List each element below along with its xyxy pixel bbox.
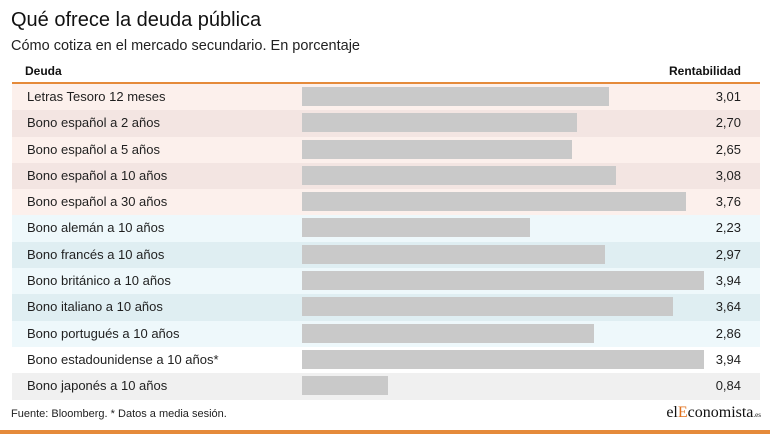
- row-label: Bono alemán a 10 años: [27, 220, 165, 236]
- bar: [302, 244, 605, 264]
- row-label: Bono español a 2 años: [27, 115, 160, 131]
- value-label: 2,65: [715, 141, 741, 157]
- header-divider: [12, 82, 760, 84]
- value-label: 2,86: [715, 325, 741, 341]
- logo-suffix: .es: [753, 411, 761, 419]
- source-note: Fuente: Bloomberg. * Datos a media sesió…: [11, 408, 227, 420]
- row-label: Bono español a 10 años: [27, 167, 168, 183]
- table-row: Bono español a 5 años 2,65: [12, 136, 760, 163]
- bar: [302, 218, 530, 238]
- table-row: Bono británico a 10 años 3,94: [12, 268, 760, 295]
- bar: [302, 113, 577, 133]
- logo-prefix: el: [666, 404, 678, 421]
- bar: [302, 271, 704, 291]
- row-label: Bono francés a 10 años: [27, 246, 165, 262]
- bar: [302, 323, 594, 343]
- chart-subtitle: Cómo cotiza en el mercado secundario. En…: [11, 38, 360, 54]
- chart-title: Qué ofrece la deuda pública: [11, 9, 262, 31]
- value-label: 2,23: [715, 220, 741, 236]
- value-label: 3,76: [715, 194, 741, 210]
- column-header-rentabilidad: Rentabilidad: [668, 64, 741, 78]
- publisher-logo: elEconomista.es: [666, 404, 761, 422]
- row-label: Bono español a 5 años: [27, 141, 160, 157]
- table-row: Bono japonés a 10 años 0,84: [12, 373, 760, 400]
- logo-accent-letter: E: [677, 404, 688, 421]
- bar: [302, 297, 673, 317]
- bar: [302, 87, 609, 106]
- table-row: Bono español a 10 años 3,08: [12, 162, 760, 190]
- table-row: Bono español a 30 años 3,76: [12, 189, 760, 216]
- bar: [302, 349, 704, 369]
- column-header-deuda: Deuda: [25, 64, 62, 78]
- value-label: 0,84: [715, 378, 741, 394]
- row-label: Bono italiano a 10 años: [27, 299, 163, 315]
- table-row: Letras Tesoro 12 meses 3,01: [12, 84, 760, 111]
- logo-main: conomista: [687, 404, 754, 421]
- row-label: Bono español a 30 años: [27, 194, 168, 210]
- footer-divider: [0, 430, 770, 434]
- value-label: 3,08: [715, 167, 741, 183]
- bar-chart-rows: Letras Tesoro 12 meses 3,01 Bono español a…: [12, 84, 760, 400]
- table-row: Bono alemán a 10 años 2,23: [12, 215, 760, 242]
- table-row: Bono francés a 10 años 2,97: [12, 241, 760, 269]
- bar: [302, 139, 572, 159]
- bar: [302, 376, 388, 396]
- value-label: 2,70: [715, 115, 741, 131]
- value-label: 3,64: [715, 299, 741, 315]
- table-header: Deuda Rentabilidad: [12, 61, 760, 82]
- value-label: 2,97: [715, 246, 741, 262]
- row-label: Letras Tesoro 12 meses: [27, 89, 166, 104]
- table-row: Bono estadounidense a 10 años* 3,94: [12, 346, 760, 374]
- row-label: Bono japonés a 10 años: [27, 378, 168, 394]
- bar: [302, 192, 686, 212]
- row-label: Bono estadounidense a 10 años*: [27, 351, 219, 367]
- table-row: Bono italiano a 10 años 3,64: [12, 294, 760, 321]
- value-label: 3,94: [715, 273, 741, 289]
- row-label: Bono británico a 10 años: [27, 273, 171, 289]
- value-label: 3,94: [715, 351, 741, 367]
- bar: [302, 165, 616, 185]
- table-row: Bono español a 2 años 2,70: [12, 110, 760, 137]
- value-label: 3,01: [715, 89, 741, 104]
- row-label: Bono portugués a 10 años: [27, 325, 180, 341]
- table-row: Bono portugués a 10 años 2,86: [12, 320, 760, 347]
